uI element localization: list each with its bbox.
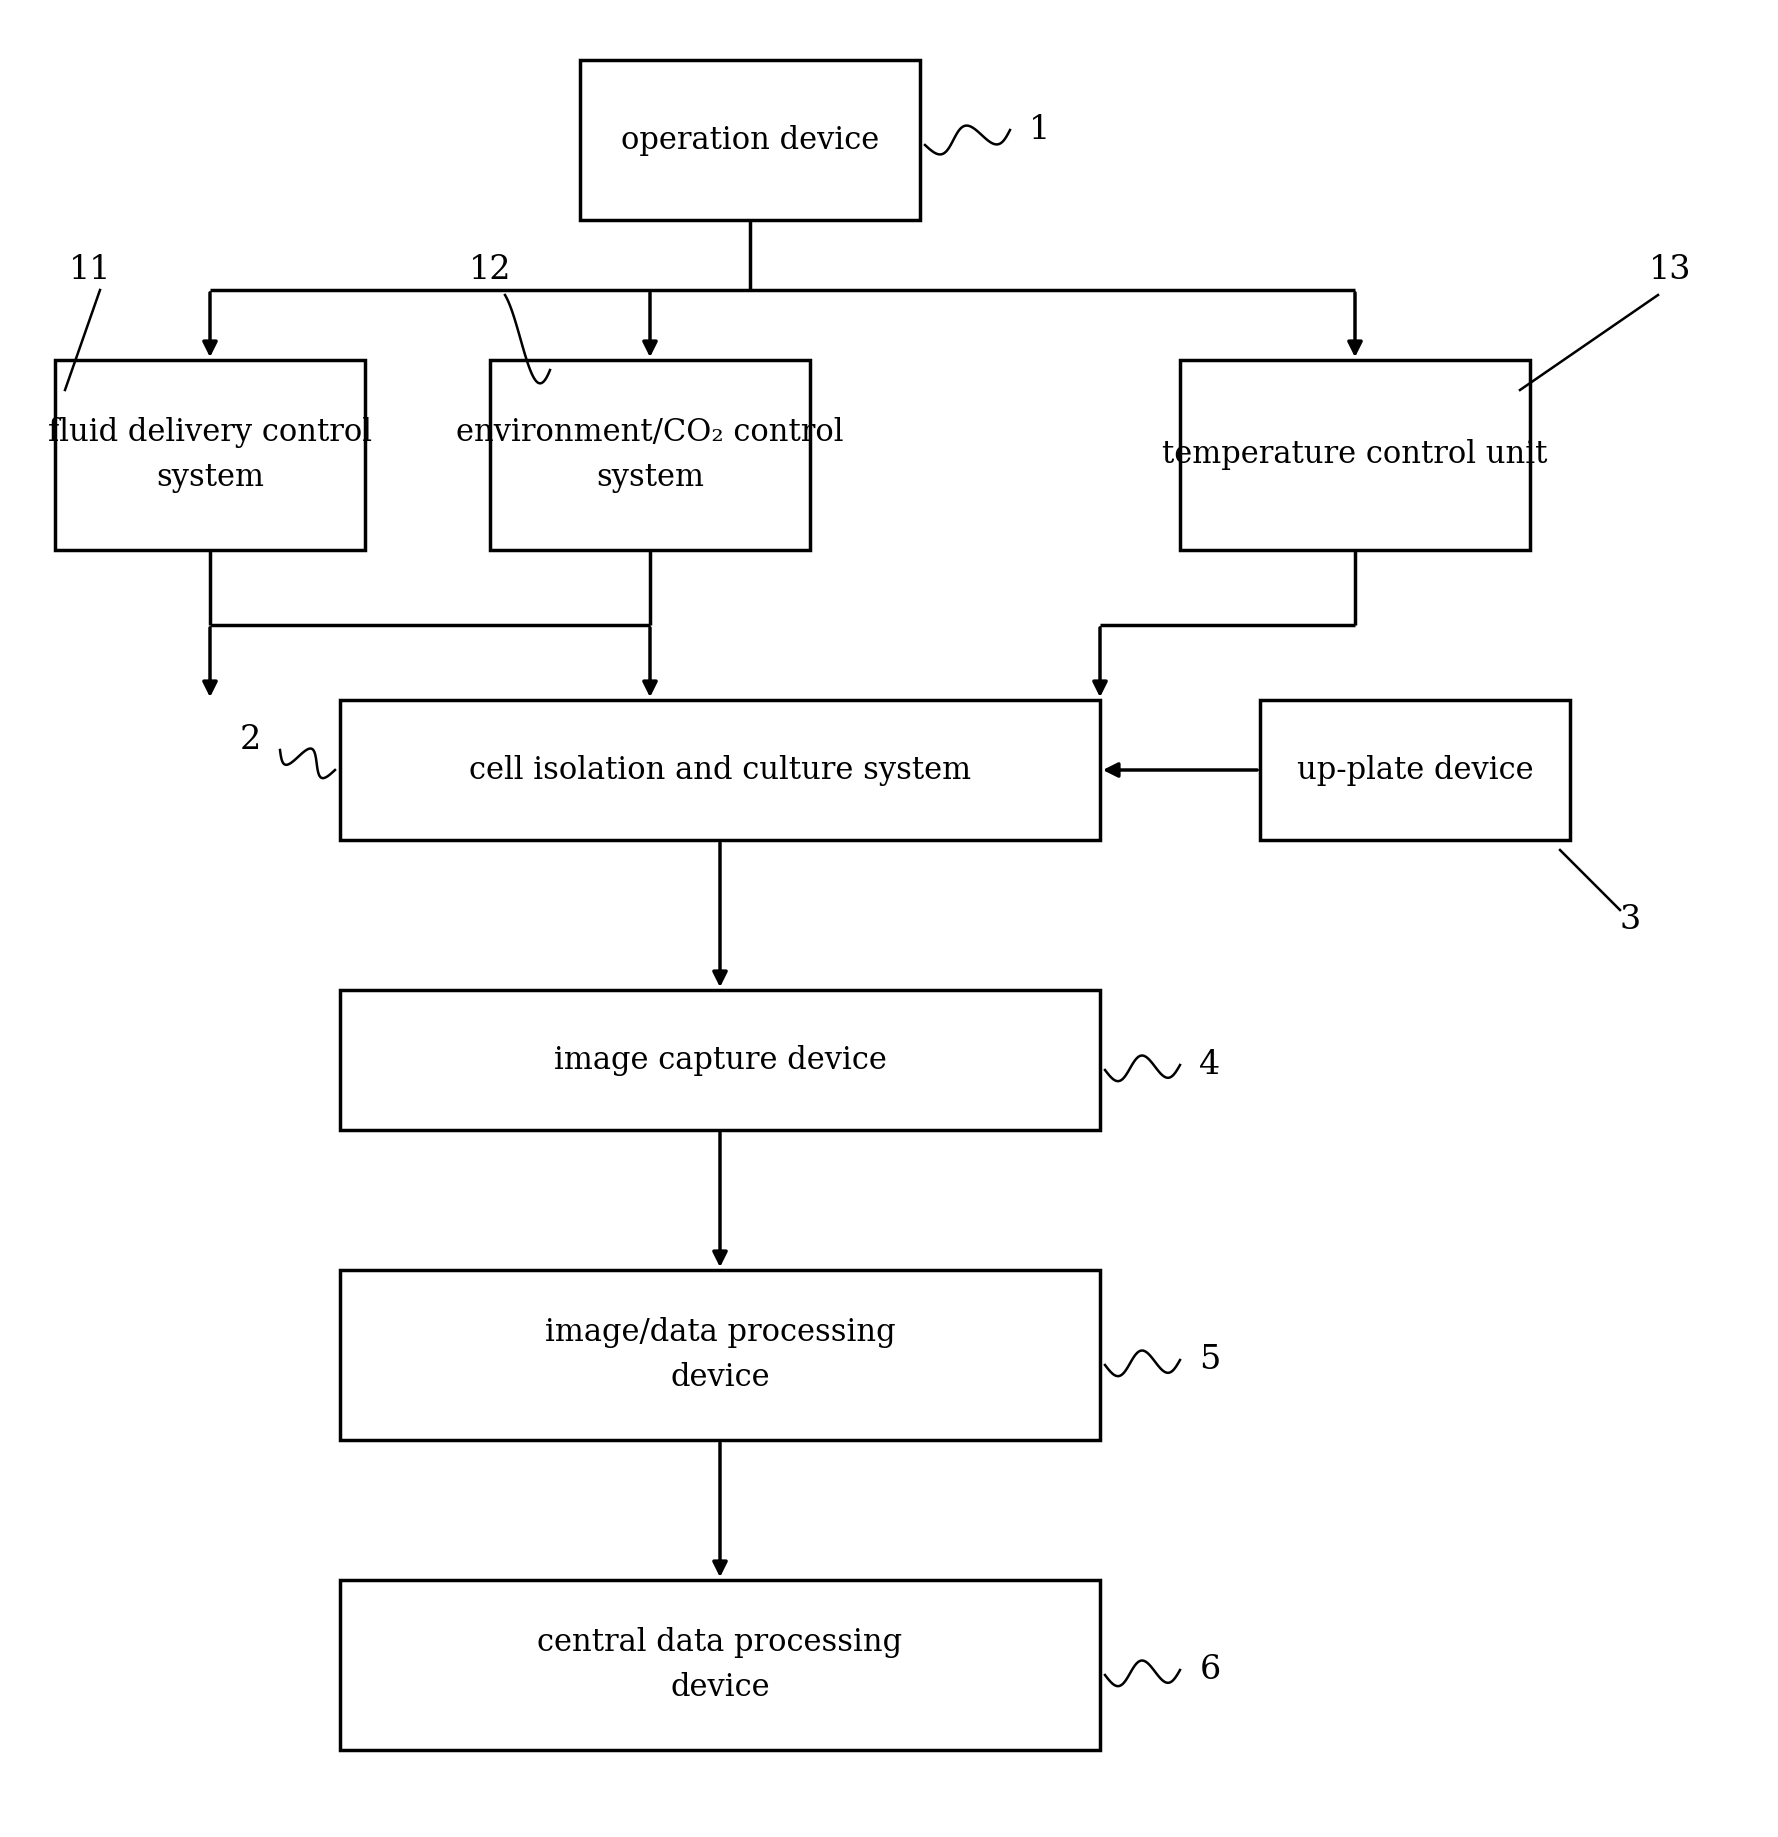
Text: 2: 2: [240, 724, 261, 757]
Bar: [340, 1269, 1101, 1440]
Bar: [340, 990, 1101, 1130]
Text: fluid delivery control
system: fluid delivery control system: [48, 417, 372, 492]
Text: 12: 12: [469, 254, 512, 287]
Bar: [340, 1580, 1101, 1751]
Bar: [55, 360, 364, 549]
Bar: [580, 61, 919, 220]
Text: image/data processing
device: image/data processing device: [544, 1317, 896, 1392]
Text: temperature control unit: temperature control unit: [1163, 439, 1547, 470]
Text: up-plate device: up-plate device: [1296, 755, 1533, 786]
Text: 3: 3: [1620, 904, 1641, 937]
Text: 11: 11: [69, 254, 112, 287]
Text: environment/CO₂ control
system: environment/CO₂ control system: [457, 417, 845, 492]
Bar: [491, 360, 811, 549]
Text: central data processing
device: central data processing device: [537, 1628, 903, 1703]
Text: cell isolation and culture system: cell isolation and culture system: [469, 755, 971, 786]
Bar: [340, 700, 1101, 840]
Text: 5: 5: [1200, 1345, 1221, 1376]
Text: image capture device: image capture device: [553, 1045, 887, 1075]
Bar: [1181, 360, 1531, 549]
Text: 6: 6: [1200, 1653, 1221, 1686]
Bar: [1261, 700, 1570, 840]
Text: 1: 1: [1029, 114, 1051, 145]
Text: operation device: operation device: [621, 125, 878, 156]
Text: 13: 13: [1648, 254, 1691, 287]
Text: 4: 4: [1200, 1049, 1220, 1080]
